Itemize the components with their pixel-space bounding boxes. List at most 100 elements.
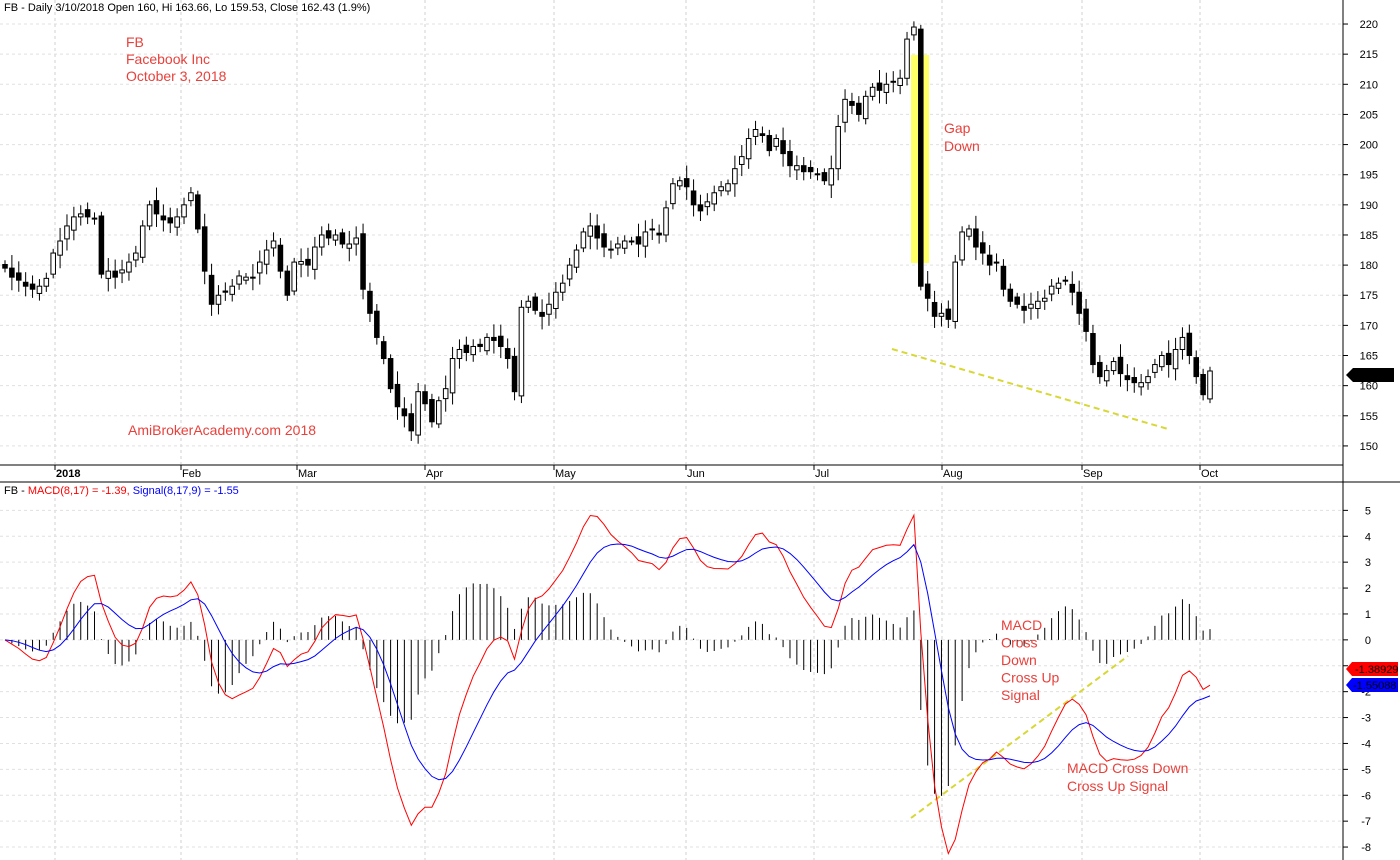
candle-body [683,178,690,188]
candle-body [649,228,656,231]
candle-body [677,180,683,187]
candle-body [401,408,408,417]
signal-line [4,543,1211,781]
candle-body [725,183,731,192]
price-y-tick-label: 180 [1360,260,1378,272]
x-tick-label: May [555,468,576,480]
candle-body [800,165,807,173]
macd-note-4: Cross Up [1001,670,1060,686]
candle-body [835,125,841,170]
candle-body [195,194,201,230]
price-y-tick-label: 165 [1360,351,1378,363]
candle-body [780,140,786,155]
candle-body [105,270,112,279]
candle-body [160,215,167,221]
candle-body [1097,361,1103,378]
candle-body [876,82,883,91]
price-y-tick-label: 210 [1360,79,1378,91]
candle-body [904,38,910,79]
candle-body [559,282,566,293]
price-y-tick-label: 185 [1360,230,1378,242]
candle-body [2,264,8,269]
x-tick-label: Mar [298,468,317,480]
candle-body [1186,332,1193,357]
stock-symbol: FB [126,34,144,50]
candle-body [277,244,284,272]
candle-body [566,264,573,280]
candle-body [573,249,580,268]
candle-body [952,261,959,322]
candle-body [718,186,724,192]
macd-y-tick-label: -4 [1361,738,1371,750]
macd-note-5: Signal [1001,687,1040,703]
candle-body [766,135,773,152]
candle-body [532,296,538,311]
signal-last-value: -1.55088 [1353,680,1396,692]
candle-body [71,216,77,231]
macd-lines [4,513,1211,856]
candle-body [842,98,848,123]
candle-body [1172,348,1179,370]
candle-body [890,80,897,83]
candle-body [1007,288,1014,302]
candle-body [911,26,917,36]
macd-note2-2: Cross Up Signal [1067,778,1168,794]
candle-body [497,335,504,347]
candle-body [50,252,56,275]
candle-body [773,138,779,147]
candle-body [394,383,401,408]
gap-annotation: Gap Down [944,120,980,154]
x-tick-label: Aug [943,468,963,480]
candle-body [250,276,256,279]
x-tick-label: Oct [1201,468,1218,480]
candle-body [924,283,931,299]
gap-label-2: Down [944,138,980,154]
macd-y-tick-label: -6 [1361,790,1371,802]
gap-label-1: Gap [944,120,971,136]
candle-body [1069,283,1076,293]
candle-body [1055,282,1062,289]
candle-body [732,168,738,185]
candle-body [126,261,132,273]
macd-y-tick-label: 3 [1365,557,1371,569]
candle-body [174,216,180,228]
candle-body [215,294,222,305]
candle-body [1083,308,1089,332]
candle-body [1000,265,1007,290]
candle-body [1035,300,1041,310]
macd-prefix: FB - [4,485,28,497]
candles [2,21,1213,444]
candle-body [628,240,635,243]
candle-body [986,254,993,266]
candle-body [112,270,118,278]
candle-body [1048,285,1055,295]
candle-body [938,312,945,317]
candle-body [312,246,318,270]
candle-body [862,95,869,120]
candle-body [608,248,614,251]
candle-body [546,303,552,315]
candle-body [752,129,759,137]
candle-body [883,83,890,93]
candle-body [422,391,428,405]
macd-y-tick-label: -8 [1361,842,1371,854]
price-last-value: 162.43 [1355,370,1389,382]
candle-body [993,261,1000,264]
price-y-tick-label: 175 [1360,290,1378,302]
candle-body [442,388,449,400]
candle-body [77,213,84,218]
candle-body [22,281,29,287]
price-y-tick-label: 195 [1360,170,1378,182]
macd-y-tick-label: -5 [1361,764,1371,776]
candle-body [1090,333,1096,366]
candle-body [587,225,594,237]
price-y-tick-label: 205 [1360,109,1378,121]
candle-body [29,283,36,290]
macd-label: MACD(8,17) = -1.39, [28,485,130,497]
stock-date: October 3, 2018 [126,68,227,84]
candle-body [284,270,291,296]
price-last-value-flag: 162.43 [1346,368,1394,382]
candle-body [807,166,814,173]
candle-body [504,348,511,360]
